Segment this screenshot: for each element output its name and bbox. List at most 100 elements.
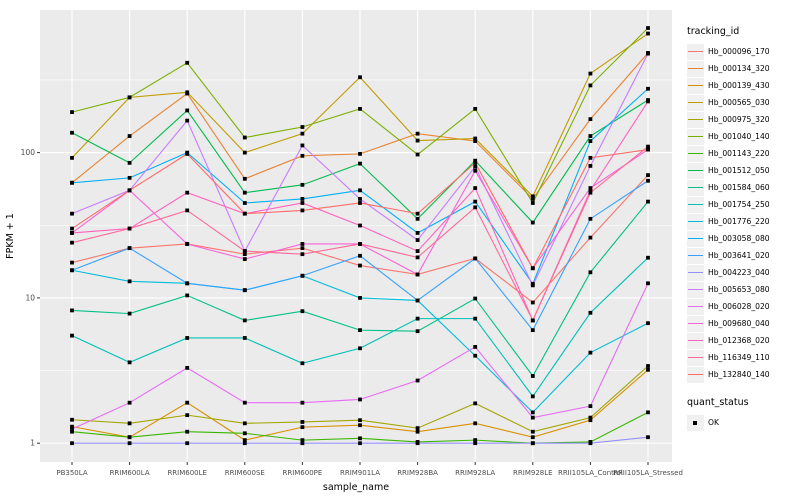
legend-line-icon [688, 305, 703, 307]
x-tick-label: RRIM600PE [282, 469, 322, 477]
data-point [588, 83, 593, 88]
data-point [300, 131, 305, 136]
legend-label: Hb_001776_220 [708, 217, 770, 226]
legend-entry-Hb_006028_020: Hb_006028_020 [687, 298, 799, 315]
data-point [70, 424, 74, 429]
data-point [530, 283, 535, 288]
data-point [358, 253, 362, 258]
data-point [185, 208, 190, 213]
x-tick-label: RRIM600LA [110, 469, 150, 477]
data-point [70, 211, 74, 216]
legend-line-icon [688, 288, 703, 290]
data-point [530, 394, 535, 399]
legend-key-swatch [687, 332, 704, 349]
data-point [300, 197, 305, 201]
data-point [300, 242, 305, 246]
legend-line-icon [688, 101, 703, 103]
legend-label: Hb_000975_320 [708, 115, 770, 124]
data-point [415, 378, 420, 383]
legend-key-swatch [687, 264, 704, 281]
legend-line-icon [688, 237, 703, 239]
data-point [358, 328, 362, 333]
data-point [70, 429, 74, 434]
legend-title-quant-status: quant_status [687, 397, 749, 408]
legend-label: Hb_001754_250 [708, 200, 770, 209]
legend-key-swatch [687, 77, 704, 94]
legend-entry-Hb_004223_040: Hb_004223_040 [687, 264, 799, 281]
data-point [646, 367, 650, 372]
data-point [242, 318, 247, 323]
data-point [185, 60, 190, 65]
data-point [300, 201, 305, 205]
data-point [530, 201, 535, 205]
data-point [588, 188, 593, 193]
data-point [646, 178, 650, 183]
data-point [358, 161, 362, 166]
data-point [415, 152, 420, 157]
legend-title-tracking-id: tracking_id [687, 26, 740, 37]
legend-entry-Hb_001776_220: Hb_001776_220 [687, 213, 799, 230]
legend-entry-Hb_000139_430: Hb_000139_430 [687, 77, 799, 94]
data-point [242, 336, 247, 340]
data-point [300, 153, 305, 158]
data-point [185, 190, 190, 195]
legend-key-swatch [687, 128, 704, 145]
data-point [300, 182, 305, 187]
data-point [358, 397, 362, 402]
legend-entry-Hb_005653_080: Hb_005653_080 [687, 281, 799, 298]
data-point [358, 201, 362, 205]
data-point [358, 242, 362, 246]
legend-key-swatch [687, 60, 704, 77]
data-point [415, 231, 420, 235]
data-point [127, 311, 132, 316]
data-point [242, 400, 247, 405]
legend-key-swatch [687, 315, 704, 332]
data-point [242, 201, 247, 205]
data-point [70, 226, 74, 231]
legend-entries: Hb_000096_170 Hb_000134_320 Hb_000139_430 H… [687, 43, 799, 383]
data-point [242, 438, 247, 443]
legend-entry-Hb_000975_320: Hb_000975_320 [687, 111, 799, 128]
data-point [185, 242, 190, 246]
data-point [646, 410, 650, 415]
data-point [358, 346, 362, 351]
data-point [415, 138, 420, 143]
data-point [588, 190, 593, 195]
data-point [473, 106, 478, 111]
legend-line-icon [688, 203, 703, 205]
data-point [70, 110, 74, 114]
data-point [415, 131, 420, 136]
legend-line-icon [688, 322, 703, 324]
data-point [70, 180, 74, 185]
data-point [127, 134, 132, 138]
data-point [588, 71, 593, 76]
data-point [646, 99, 650, 104]
legend-label: Hb_005653_080 [708, 285, 770, 294]
data-point [473, 136, 478, 141]
legend-line-icon [688, 186, 703, 188]
data-point [70, 268, 74, 273]
legend-label-ok: OK [708, 418, 719, 427]
data-point [127, 160, 132, 165]
x-tick-label: RRIM600SE [225, 469, 265, 477]
legend-entry-Hb_001754_250: Hb_001754_250 [687, 196, 799, 213]
data-point [473, 160, 478, 165]
data-point [415, 272, 420, 277]
data-point [530, 374, 535, 378]
legend-key-swatch [687, 179, 704, 196]
data-point [127, 360, 132, 365]
legend-entry-ok: OK [687, 414, 799, 431]
legend-entry-Hb_001143_220: Hb_001143_220 [687, 145, 799, 162]
data-point [242, 252, 247, 257]
legend-key-swatch [687, 196, 704, 213]
legend-label: Hb_116349_110 [708, 353, 770, 362]
legend-entry-Hb_001512_050: Hb_001512_050 [687, 162, 799, 179]
data-point [358, 441, 362, 446]
data-point [530, 435, 535, 440]
data-point [646, 147, 650, 152]
legend-key-swatch [687, 349, 704, 366]
legend-label: Hb_006028_020 [708, 302, 770, 311]
data-point [588, 117, 593, 122]
data-point [127, 421, 132, 426]
